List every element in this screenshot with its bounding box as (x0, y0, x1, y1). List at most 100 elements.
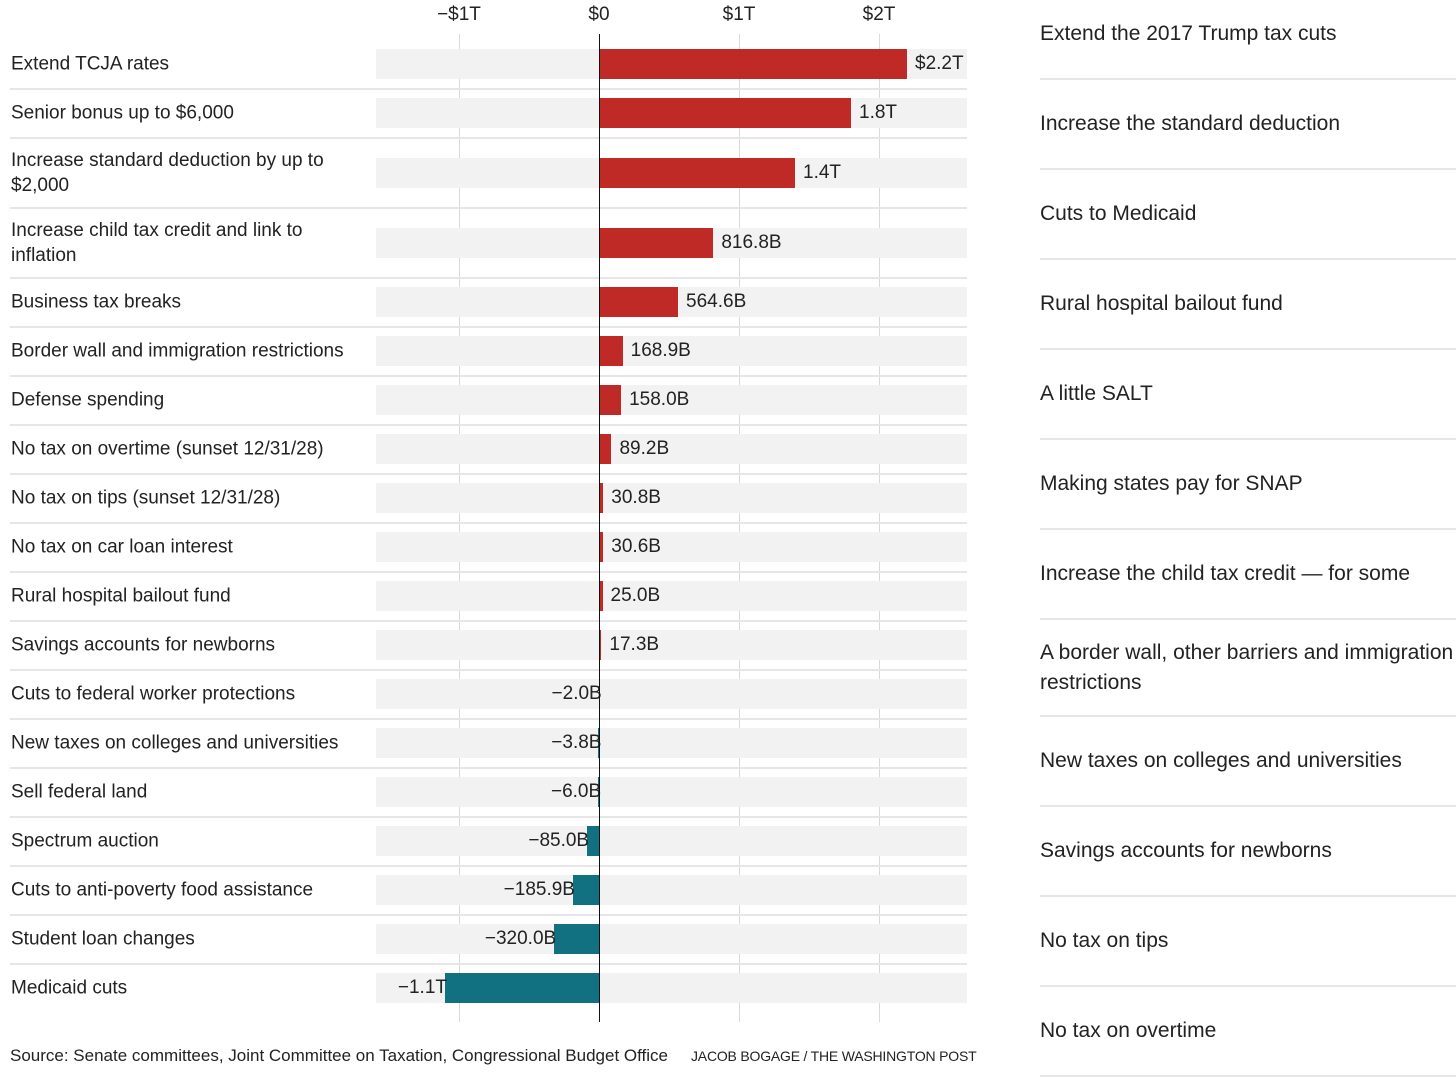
value-label: 89.2B (619, 438, 670, 459)
category-label: Increase standard deduction by up to $2,… (11, 149, 324, 196)
value-label: 1.8T (859, 102, 898, 123)
category-label: No tax on overtime (sunset 12/31/28) (11, 438, 324, 460)
category-label: Business tax breaks (11, 291, 182, 313)
chart-row: Sell federal land −6.0B (10, 768, 967, 818)
value-label: −85.0B (528, 830, 590, 851)
category-label: Border wall and immigration restrictions (11, 340, 344, 362)
budget-bar-chart: −$1T $0 $1T $2T Extend TCJA rates $2.2T Senior… (10, 4, 967, 1022)
value-label: −6.0B (550, 781, 602, 802)
bar-track (376, 532, 967, 562)
chart-row: Spectrum auction −85.0B (10, 817, 967, 867)
category-label: Increase child tax credit and link to in… (11, 219, 303, 266)
bar-track (376, 875, 967, 905)
section-link[interactable]: No tax on overtime (1040, 987, 1456, 1077)
bar (599, 385, 622, 415)
bar (599, 483, 604, 513)
chart-credit: JACOB BOGAGE / THE WASHINGTON POST (691, 1048, 977, 1064)
chart-row: Senior bonus up to $6,000 1.8T (10, 89, 967, 139)
section-link[interactable]: Making states pay for SNAP (1040, 440, 1456, 530)
category-label: Medicaid cuts (11, 977, 128, 999)
section-link[interactable]: Increase the child tax credit — for some (1040, 530, 1456, 620)
section-link[interactable]: Cuts to Medicaid (1040, 170, 1456, 260)
section-link[interactable]: A border wall, other barriers and immigr… (1040, 620, 1456, 717)
section-link[interactable]: New taxes on colleges and universities (1040, 717, 1456, 807)
value-label: 30.6B (611, 536, 661, 557)
section-link[interactable]: Increase the standard deduction (1040, 80, 1456, 170)
value-label: 816.8B (721, 231, 782, 253)
chart-row: No tax on tips (sunset 12/31/28) 30.8B (10, 474, 967, 524)
section-link-label: Rural hospital bailout fund (1040, 292, 1283, 315)
section-link[interactable]: Rural hospital bailout fund (1040, 260, 1456, 350)
chart-row: Cuts to anti-poverty food assistance −185… (10, 866, 967, 916)
value-label: 564.6B (686, 291, 747, 312)
section-link[interactable]: A little SALT (1040, 350, 1456, 440)
bar (599, 581, 603, 611)
chart-row: Business tax breaks 564.6B (10, 278, 967, 328)
value-label: −185.9B (503, 879, 575, 900)
bar-track (376, 728, 967, 758)
section-link-label: Extend the 2017 Trump tax cuts (1040, 22, 1337, 45)
bar-track (376, 434, 967, 464)
bar (599, 336, 623, 366)
bar-track (376, 581, 967, 611)
section-link-label: Making states pay for SNAP (1040, 472, 1303, 495)
category-label: Savings accounts for newborns (11, 634, 276, 656)
section-link-label: No tax on overtime (1040, 1019, 1217, 1042)
x-tick-label: $0 (588, 4, 610, 25)
bar (599, 98, 851, 128)
bar-track (376, 630, 967, 660)
chart-row: Extend TCJA rates $2.2T (10, 40, 967, 90)
section-link-label: Increase the child tax credit — for some (1040, 562, 1410, 585)
value-label: 30.8B (611, 487, 661, 508)
zero-axis-line (598, 34, 600, 1022)
chart-row: Increase child tax credit and link to in… (10, 208, 967, 279)
bar (599, 434, 612, 464)
category-label: Senior bonus up to $6,000 (11, 102, 234, 124)
bar (599, 532, 604, 562)
x-tick-label: $1T (722, 4, 756, 25)
chart-row: Cuts to federal worker protections −2.0B (10, 670, 967, 720)
value-label: −1.1T (397, 977, 447, 998)
section-link[interactable]: Savings accounts for newborns (1040, 807, 1456, 897)
section-link-label: No tax on tips (1040, 929, 1169, 952)
chart-row: Rural hospital bailout fund 25.0B (10, 572, 967, 622)
chart-row: No tax on car loan interest 30.6B (10, 523, 967, 573)
gridline (879, 34, 880, 1022)
value-label: −320.0B (484, 928, 557, 949)
value-label: −2.0B (551, 683, 602, 704)
value-label: 25.0B (610, 585, 661, 606)
section-link[interactable]: No tax on tips (1040, 897, 1456, 987)
bar (599, 157, 795, 188)
bar-track (376, 826, 967, 856)
bar (572, 875, 599, 905)
category-label: Defense spending (11, 389, 165, 411)
category-label: Cuts to federal worker protections (11, 683, 296, 705)
bar-track (376, 777, 967, 807)
section-link[interactable]: Extend the 2017 Trump tax cuts (1040, 0, 1456, 80)
category-label: Extend TCJA rates (11, 53, 170, 75)
section-link-label: Increase the standard deduction (1040, 112, 1341, 135)
category-label: No tax on car loan interest (11, 536, 233, 558)
section-link-label: A border wall, other barriers and immigr… (1040, 640, 1454, 694)
x-tick-label: $2T (862, 4, 896, 25)
category-label: Rural hospital bailout fund (11, 585, 231, 607)
bar-track (376, 336, 967, 366)
chart-row: Increase standard deduction by up to $2,… (10, 138, 967, 209)
gridline (739, 34, 740, 1022)
bar (599, 227, 714, 258)
section-link-label: A little SALT (1040, 382, 1153, 405)
bar (587, 826, 599, 856)
chart-row: Medicaid cuts −1.1T (10, 964, 967, 1012)
section-link-label: Savings accounts for newborns (1040, 839, 1332, 862)
chart-row: New taxes on colleges and universities −3… (10, 719, 967, 769)
value-label: 1.4T (803, 161, 842, 183)
chart-source: Source: Senate committees, Joint Committ… (10, 1046, 668, 1065)
category-label: Spectrum auction (11, 830, 159, 852)
bar (445, 973, 599, 1003)
category-label: No tax on tips (sunset 12/31/28) (11, 487, 281, 509)
category-label: New taxes on colleges and universities (11, 732, 339, 754)
section-list: Extend the 2017 Trump tax cuts Increase t… (1040, 0, 1456, 1077)
bar-track (376, 483, 967, 513)
category-label: Student loan changes (11, 928, 195, 950)
chart-row: Border wall and immigration restrictions… (10, 327, 967, 377)
